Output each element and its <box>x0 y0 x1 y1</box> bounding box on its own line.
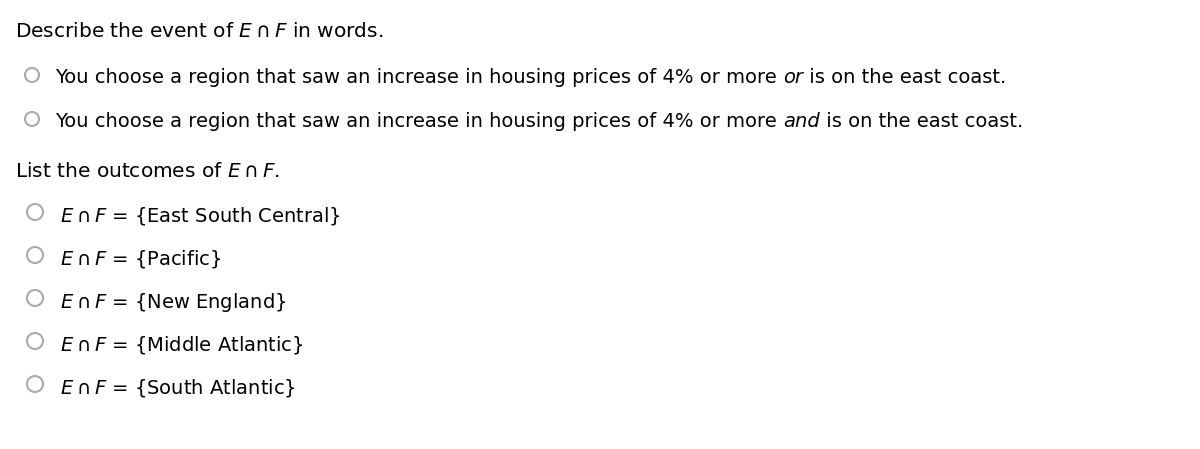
Text: List the outcomes of $E \cap F$.: List the outcomes of $E \cap F$. <box>14 162 280 181</box>
Text: $E \cap F$ = {Middle Atlantic}: $E \cap F$ = {Middle Atlantic} <box>60 334 304 356</box>
Text: is on the east coast.: is on the east coast. <box>820 112 1022 131</box>
Text: $E \cap F$ = {Pacific}: $E \cap F$ = {Pacific} <box>60 248 222 270</box>
Text: or: or <box>784 68 803 87</box>
Text: $E \cap F$ = {South Atlantic}: $E \cap F$ = {South Atlantic} <box>60 377 296 399</box>
Text: is on the east coast.: is on the east coast. <box>803 68 1006 87</box>
Text: You choose a region that saw an increase in housing prices of 4% or more: You choose a region that saw an increase… <box>55 68 784 87</box>
Text: $E \cap F$ = {East South Central}: $E \cap F$ = {East South Central} <box>60 205 341 227</box>
Text: You choose a region that saw an increase in housing prices of 4% or more: You choose a region that saw an increase… <box>55 112 784 131</box>
Text: and: and <box>784 112 820 131</box>
Text: Describe the event of $E \cap F$ in words.: Describe the event of $E \cap F$ in word… <box>14 22 383 41</box>
Text: $E \cap F$ = {New England}: $E \cap F$ = {New England} <box>60 291 287 314</box>
